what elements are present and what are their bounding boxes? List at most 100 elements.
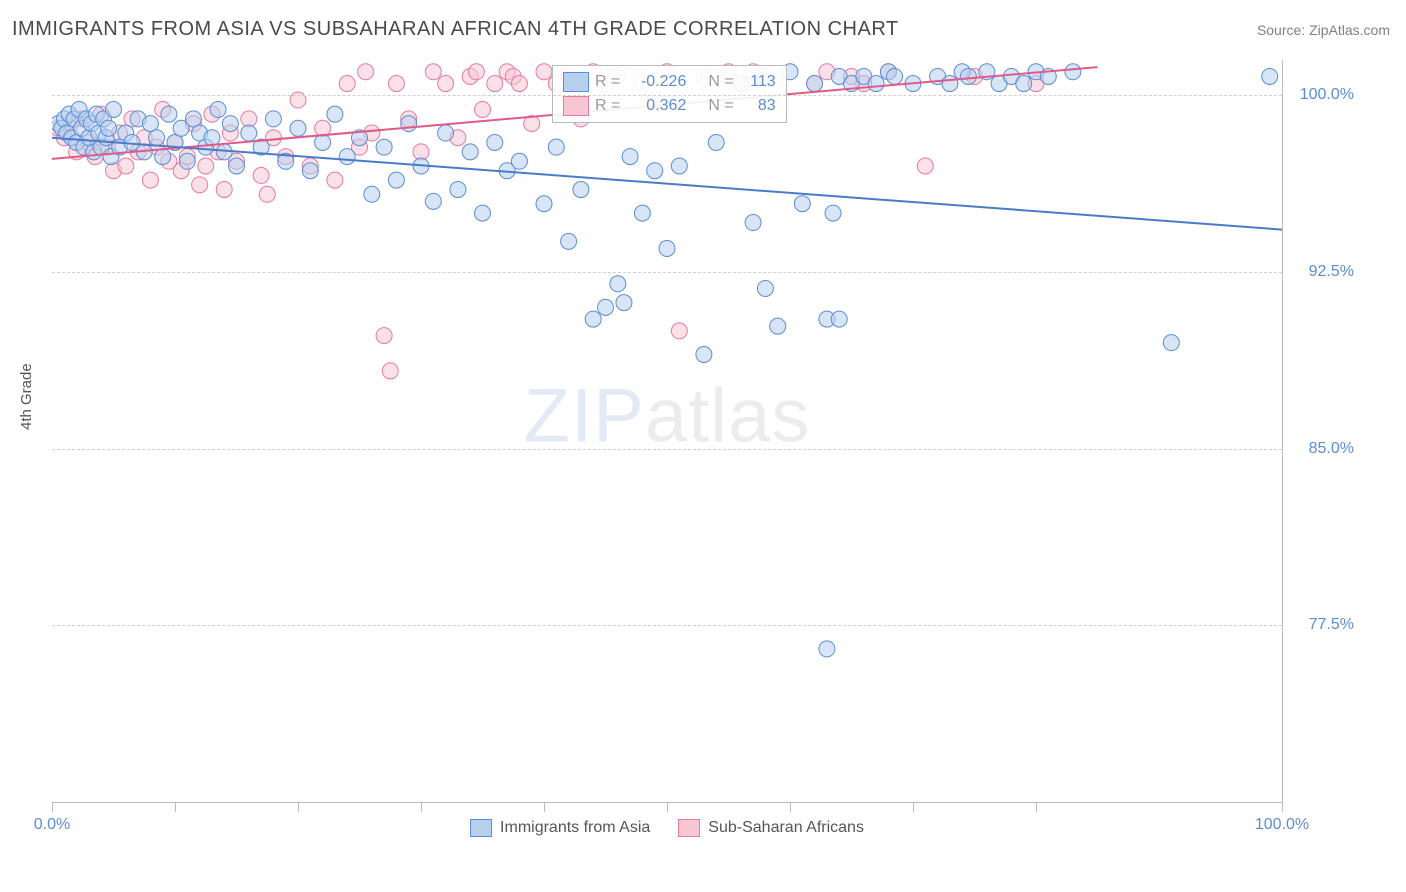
data-point — [192, 177, 208, 193]
data-point — [819, 641, 835, 657]
data-point — [327, 106, 343, 122]
legend-r-label: R = — [595, 94, 620, 118]
x-tick — [790, 802, 791, 812]
data-point — [536, 196, 552, 212]
gridline — [52, 95, 1282, 96]
data-point — [450, 182, 466, 198]
data-point — [438, 76, 454, 92]
data-point — [757, 280, 773, 296]
data-point — [696, 346, 712, 362]
x-tick — [667, 802, 668, 812]
source-label: Source: ZipAtlas.com — [1257, 22, 1390, 38]
data-point — [253, 167, 269, 183]
data-point — [216, 182, 232, 198]
data-point — [468, 64, 484, 80]
legend-r-value-blue: -0.226 — [626, 70, 686, 94]
data-point — [917, 158, 933, 174]
x-tick — [298, 802, 299, 812]
data-point — [101, 120, 117, 136]
y-tick-label: 77.5% — [1294, 616, 1354, 634]
data-point — [161, 106, 177, 122]
data-point — [185, 111, 201, 127]
x-tick-label: 100.0% — [1255, 816, 1309, 834]
data-point — [179, 153, 195, 169]
legend-n-value-pink: 83 — [740, 94, 776, 118]
data-point — [198, 158, 214, 174]
data-point — [462, 144, 478, 160]
data-point — [241, 125, 257, 141]
x-tick — [1282, 802, 1283, 812]
data-point — [647, 163, 663, 179]
x-tick — [913, 802, 914, 812]
data-point — [622, 149, 638, 165]
data-point — [794, 196, 810, 212]
data-point — [376, 328, 392, 344]
data-point — [425, 64, 441, 80]
data-point — [960, 68, 976, 84]
series-legend: Immigrants from Asia Sub-Saharan African… — [470, 819, 864, 837]
legend-row-blue: R = -0.226 N = 113 — [563, 70, 776, 94]
data-point — [364, 186, 380, 202]
data-point — [831, 311, 847, 327]
chart-title: IMMIGRANTS FROM ASIA VS SUBSAHARAN AFRIC… — [12, 18, 899, 41]
data-point — [887, 68, 903, 84]
data-point — [388, 172, 404, 188]
data-point — [358, 64, 374, 80]
x-tick-label: 0.0% — [34, 816, 70, 834]
data-point — [475, 101, 491, 117]
data-point — [616, 295, 632, 311]
data-point — [149, 130, 165, 146]
data-point — [548, 139, 564, 155]
x-tick — [421, 802, 422, 812]
data-point — [222, 116, 238, 132]
data-point — [265, 111, 281, 127]
legend-n-value-blue: 113 — [740, 70, 776, 94]
legend-row-pink: R = 0.362 N = 83 — [563, 94, 776, 118]
data-point — [1065, 64, 1081, 80]
legend-r-label: R = — [595, 70, 620, 94]
data-point — [573, 182, 589, 198]
data-point — [106, 101, 122, 117]
data-point — [241, 111, 257, 127]
data-point — [868, 76, 884, 92]
y-tick-label: 92.5% — [1294, 263, 1354, 281]
y-tick-label: 85.0% — [1294, 440, 1354, 458]
legend-n-label: N = — [708, 70, 733, 94]
chart-svg — [52, 60, 1282, 802]
data-point — [511, 76, 527, 92]
data-point — [155, 149, 171, 165]
x-tick — [544, 802, 545, 812]
data-point — [438, 125, 454, 141]
x-tick — [175, 802, 176, 812]
gridline — [52, 449, 1282, 450]
data-point — [290, 120, 306, 136]
data-point — [487, 76, 503, 92]
swatch-blue — [470, 819, 492, 837]
data-point — [825, 205, 841, 221]
data-point — [475, 205, 491, 221]
data-point — [1262, 68, 1278, 84]
data-point — [610, 276, 626, 292]
data-point — [598, 299, 614, 315]
data-point — [118, 158, 134, 174]
data-point — [339, 76, 355, 92]
data-point — [382, 363, 398, 379]
data-point — [487, 134, 503, 150]
x-tick — [1036, 802, 1037, 812]
legend-item-blue: Immigrants from Asia — [470, 819, 650, 837]
trend-line — [52, 138, 1282, 230]
data-point — [585, 311, 601, 327]
data-point — [204, 130, 220, 146]
data-point — [425, 193, 441, 209]
data-point — [536, 64, 552, 80]
data-point — [376, 139, 392, 155]
data-point — [210, 101, 226, 117]
data-point — [1016, 76, 1032, 92]
series2-label: Sub-Saharan Africans — [708, 819, 864, 836]
data-point — [327, 172, 343, 188]
gridline — [52, 272, 1282, 273]
series1-label: Immigrants from Asia — [500, 819, 650, 836]
correlation-legend: R = -0.226 N = 113 R = 0.362 N = 83 — [552, 65, 787, 123]
data-point — [511, 153, 527, 169]
gridline — [52, 625, 1282, 626]
